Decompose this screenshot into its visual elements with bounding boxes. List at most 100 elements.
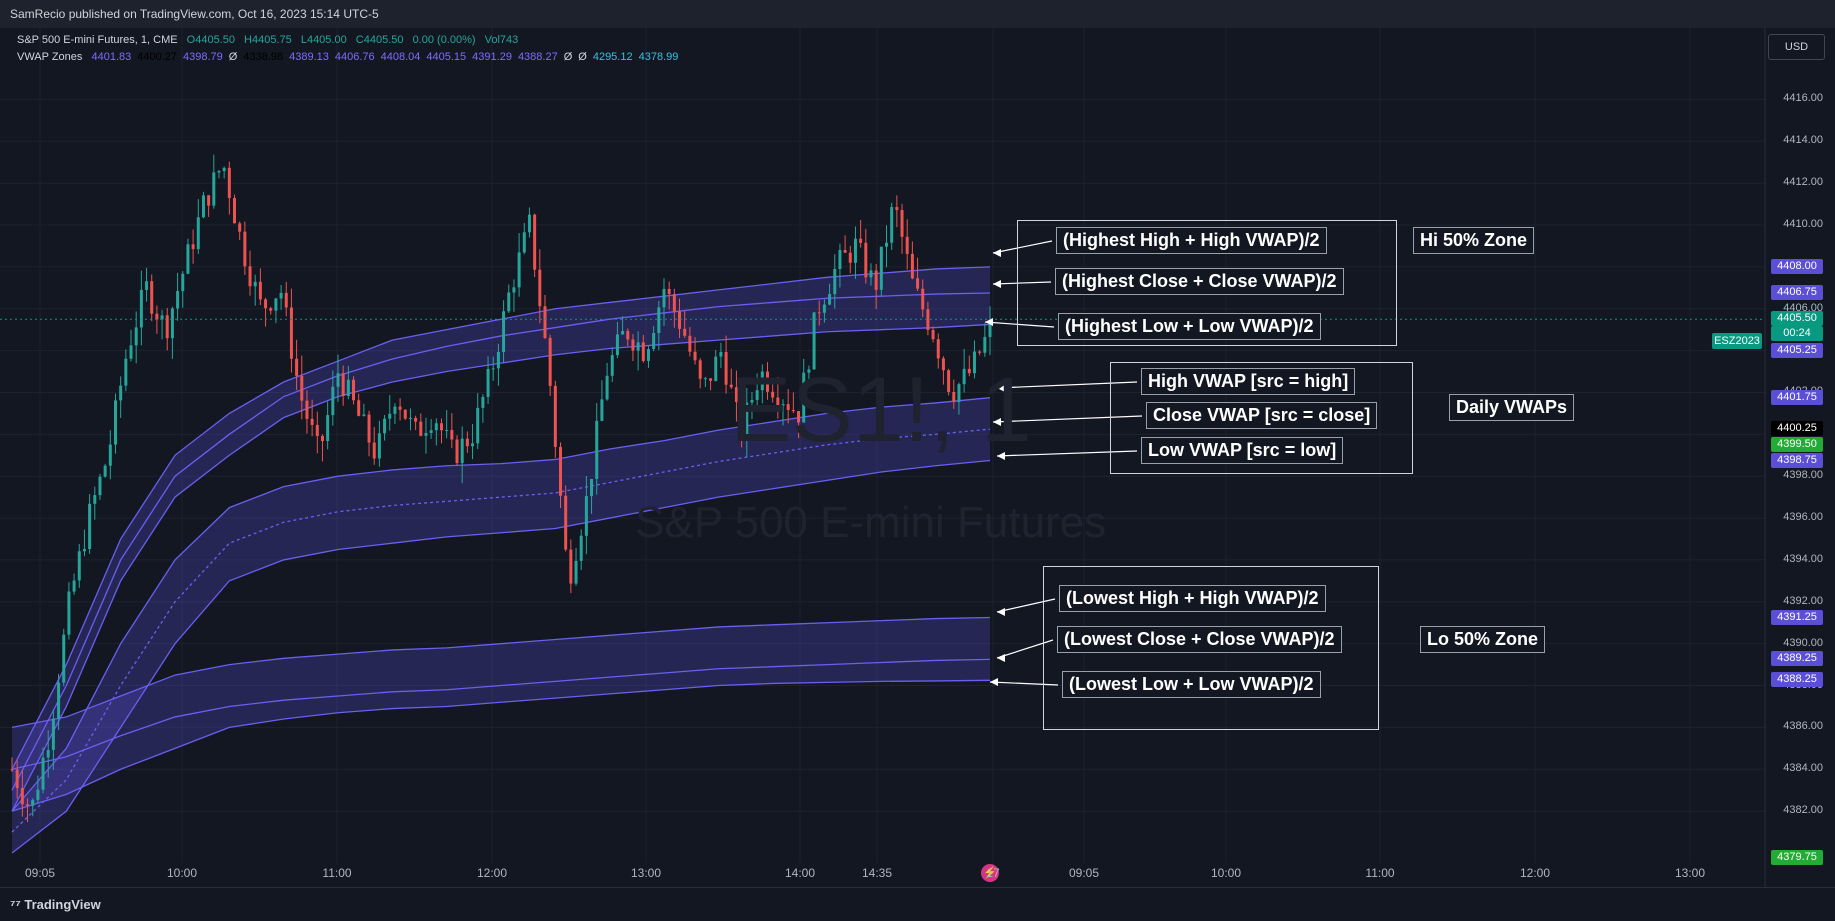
candle-body — [357, 400, 361, 416]
candle-body — [248, 266, 252, 287]
candle-body — [460, 438, 464, 464]
candle-body — [890, 207, 894, 243]
candle-body — [51, 718, 55, 750]
candle-body — [569, 549, 573, 584]
annotation-label: (Highest High + High VWAP)/2 — [1056, 227, 1327, 254]
candle-body — [88, 503, 92, 549]
legend-open: O4405.50 — [186, 34, 235, 46]
tradingview-logo[interactable]: ⁷⁷ TradingView — [10, 897, 101, 912]
annotation-arrowhead — [993, 418, 1001, 426]
candle-body — [10, 769, 14, 771]
legend-high: H4405.75 — [244, 34, 292, 46]
indicator-value: 4406.76 — [334, 51, 375, 63]
vwap-band-fill — [12, 397, 990, 853]
candle-body — [657, 307, 661, 334]
candle-body — [129, 345, 133, 359]
series-line-high-vwap — [11, 397, 991, 812]
candle-body — [476, 407, 480, 444]
candle-body — [838, 250, 842, 269]
legend-low: L4405.00 — [300, 34, 347, 46]
price-badge: 4401.75 — [1771, 389, 1823, 405]
candle-body — [243, 231, 247, 267]
indicator-value: 4389.13 — [289, 51, 329, 63]
candle-body — [398, 406, 402, 410]
candle-body — [176, 291, 180, 309]
watermark-name: S&P 500 E-mini Futures — [635, 498, 1107, 547]
candle-body — [786, 404, 790, 411]
price-badge: 4389.25 — [1771, 651, 1823, 667]
annotation-arrowhead — [997, 654, 1005, 662]
price-tick-label: 4390.00 — [1783, 636, 1823, 649]
candle-body — [222, 167, 226, 172]
indicator-value: Ø — [563, 51, 573, 63]
candle-body — [465, 438, 469, 447]
candle-body — [362, 414, 366, 416]
candle-body — [326, 415, 330, 442]
candle-body — [988, 321, 992, 337]
indicator-legend[interactable]: VWAP Zones 4401.83 4400.27 4398.79 Ø 4338.98… — [17, 51, 684, 63]
candle-body — [621, 330, 625, 335]
annotation-arrow — [996, 598, 1056, 613]
candle-body — [15, 769, 19, 789]
candle-body — [445, 429, 449, 431]
annotation-arrowhead — [997, 384, 1005, 392]
annotation-arrow — [992, 281, 1052, 285]
candle-body — [258, 281, 262, 300]
candle-body — [812, 312, 816, 370]
candle-body — [502, 311, 506, 352]
candle-body — [429, 430, 433, 433]
indicator-value: Ø — [578, 51, 587, 63]
candle-body — [936, 339, 940, 359]
series-line-close-vwap — [11, 428, 991, 833]
symbol-legend[interactable]: S&P 500 E-mini Futures, 1, CME O4405.50 … — [17, 34, 524, 46]
candle-body — [419, 421, 423, 436]
annotation-arrowhead — [993, 280, 1001, 288]
time-tick-label: 13:00 — [630, 866, 662, 880]
candle-body — [672, 294, 676, 312]
candle-body — [181, 273, 185, 292]
time-tick-label: 09:05 — [1068, 866, 1100, 880]
indicator-value: 4398.79 — [183, 51, 223, 63]
annotation-label: (Lowest High + High VWAP)/2 — [1059, 585, 1326, 612]
candle-body — [191, 244, 195, 250]
indicator-value: 4378.99 — [638, 51, 679, 63]
lo-zone-frame — [1043, 566, 1379, 730]
candle-body — [579, 535, 583, 561]
price-tick-label: 4416.00 — [1783, 92, 1823, 105]
candle-body — [734, 387, 738, 403]
candle-body — [93, 495, 97, 504]
candle-body — [67, 591, 71, 635]
series-line-lo-zone-lower — [11, 679, 991, 812]
candle-body — [62, 634, 66, 683]
candle-body — [802, 372, 806, 423]
indicator-value: 4338.98 — [243, 51, 284, 63]
candle-body — [212, 172, 216, 206]
candle-body — [517, 252, 521, 288]
annotation-label: (Lowest Close + Close VWAP)/2 — [1057, 626, 1342, 653]
footer: ⁷⁷ TradingView — [0, 887, 1835, 921]
candle-body — [864, 242, 868, 278]
price-badge: 00:24 — [1771, 325, 1823, 341]
price-plot[interactable] — [0, 28, 1835, 887]
annotation-arrow — [996, 450, 1138, 457]
candle-body — [631, 339, 635, 351]
annotation-arrowhead — [997, 608, 1005, 616]
candle-body — [295, 358, 299, 376]
chart-area[interactable]: ES1!, 1 S&P 500 E-mini Futures S&P 500 E… — [0, 28, 1835, 887]
annotation-arrowhead — [997, 452, 1005, 460]
candle-body — [916, 278, 920, 289]
series-line-lo-zone-upper — [11, 616, 991, 729]
annotation-arrowhead — [990, 678, 998, 686]
price-tick-label: 4406.00 — [1783, 301, 1823, 314]
candle-body — [471, 443, 475, 447]
price-tick-label: 4412.00 — [1783, 176, 1823, 189]
currency-button[interactable]: USD — [1768, 34, 1825, 60]
lightning-icon[interactable]: ⚡ — [981, 864, 999, 882]
candle-body — [507, 292, 511, 312]
candle-body — [393, 406, 397, 414]
time-tick-label: 14:35 — [861, 866, 893, 880]
candle-body — [527, 214, 531, 233]
annotation-label: (Highest Low + Low VWAP)/2 — [1058, 313, 1321, 340]
candle-body — [719, 352, 723, 357]
candle-body — [538, 269, 542, 307]
